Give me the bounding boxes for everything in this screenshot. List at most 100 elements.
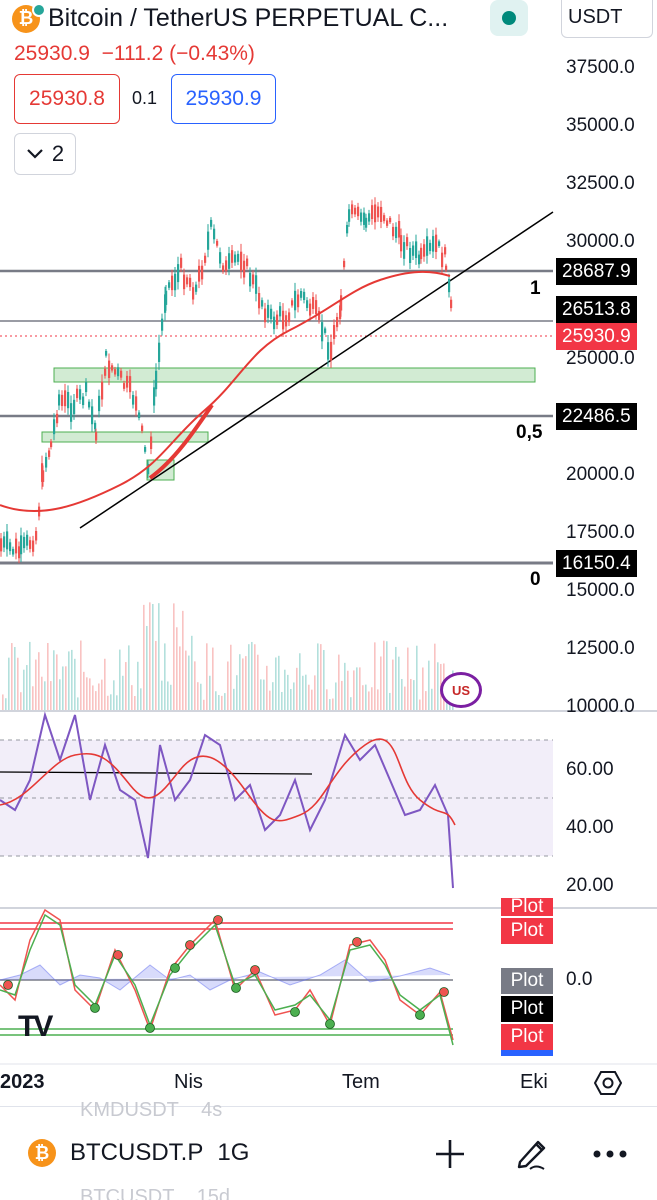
volume-bar bbox=[308, 684, 310, 710]
moving-average-line bbox=[0, 270, 451, 513]
candle-body bbox=[249, 272, 252, 287]
volume-bar bbox=[98, 683, 100, 710]
candle-body bbox=[70, 403, 73, 422]
volume-bar bbox=[218, 695, 220, 710]
more-button[interactable] bbox=[590, 1134, 630, 1174]
candle-body bbox=[228, 253, 231, 269]
current-timeframe[interactable]: 1G bbox=[217, 1139, 250, 1166]
volume-bar bbox=[89, 678, 91, 710]
add-button[interactable] bbox=[430, 1134, 470, 1174]
candle-body bbox=[210, 219, 213, 227]
candle-body bbox=[448, 279, 451, 293]
volume-bar bbox=[428, 660, 430, 710]
volume-bar bbox=[227, 661, 229, 710]
candle-body bbox=[129, 376, 132, 393]
bitcoin-icon: ₿ bbox=[28, 1139, 56, 1167]
candle-body bbox=[380, 206, 383, 223]
candle-body bbox=[0, 538, 3, 552]
moving-average-highlight bbox=[148, 403, 214, 480]
candle-body bbox=[406, 237, 409, 247]
candle-body bbox=[79, 389, 82, 400]
cross-marker bbox=[325, 1019, 335, 1029]
candle-body bbox=[279, 306, 282, 317]
drawing-tools-button[interactable] bbox=[512, 1134, 552, 1174]
plot-tag: Plot bbox=[501, 996, 553, 1022]
candle-body bbox=[147, 463, 150, 475]
candle-body bbox=[324, 328, 327, 333]
candle-body bbox=[222, 265, 225, 272]
candle-body bbox=[186, 277, 189, 285]
chart-settings-icon[interactable] bbox=[594, 1069, 622, 1097]
candle-body bbox=[360, 212, 363, 222]
candle-body bbox=[418, 254, 421, 265]
rsi-trend-line bbox=[0, 771, 313, 775]
volume-bar bbox=[380, 656, 382, 710]
indicators-toggle-button[interactable]: 2 bbox=[14, 133, 76, 175]
candle-body bbox=[42, 470, 45, 482]
volume-bar bbox=[317, 643, 319, 710]
candle-body bbox=[104, 368, 107, 376]
symbol-picker[interactable]: ₿ BTCUSDT.P 1G bbox=[28, 1139, 249, 1167]
volume-bar bbox=[50, 681, 52, 710]
volume-bar bbox=[68, 651, 70, 710]
candle-body bbox=[348, 209, 351, 222]
candle-body bbox=[132, 395, 135, 405]
candle-body bbox=[435, 234, 438, 253]
volume-bar bbox=[71, 649, 73, 710]
volume-bar bbox=[335, 682, 337, 710]
oscillator-histogram bbox=[0, 959, 451, 991]
volume-bar bbox=[215, 691, 217, 710]
candle-body bbox=[291, 300, 294, 306]
volume-bar bbox=[248, 644, 250, 710]
currency-selector[interactable]: USDT bbox=[561, 0, 653, 38]
candle-body bbox=[213, 228, 216, 240]
volume-bar bbox=[356, 667, 358, 710]
volume-bar bbox=[191, 635, 193, 710]
buy-button[interactable]: 25930.9 bbox=[171, 74, 276, 124]
price-tick: 37500.0 bbox=[566, 57, 635, 78]
candle-body bbox=[219, 252, 222, 264]
symbol-title[interactable]: ₿ Bitcoin / TetherUS PERPETUAL C... bbox=[12, 2, 448, 33]
candle-body bbox=[111, 365, 114, 371]
candle-body bbox=[354, 207, 357, 215]
candle-body bbox=[105, 350, 108, 356]
candle-body bbox=[180, 257, 183, 268]
candle-body bbox=[126, 375, 129, 388]
candle-body bbox=[315, 300, 318, 315]
candle-body bbox=[3, 536, 6, 548]
volume-bar bbox=[422, 667, 424, 710]
volume-bar bbox=[353, 670, 355, 710]
volume-bar bbox=[146, 625, 148, 710]
volume-bar bbox=[20, 692, 22, 710]
sell-button[interactable]: 25930.8 bbox=[14, 74, 120, 124]
volume-bar bbox=[95, 691, 97, 710]
candle-body bbox=[95, 432, 98, 441]
candle-body bbox=[363, 212, 366, 225]
candle-body bbox=[340, 295, 343, 311]
candle-body bbox=[438, 241, 441, 246]
candle-body bbox=[270, 308, 273, 320]
volume-bar bbox=[314, 675, 316, 710]
level-price-tag: 22486.5 bbox=[556, 403, 637, 430]
candle-body bbox=[234, 254, 237, 263]
volume-bar bbox=[419, 699, 421, 710]
market-status-icon[interactable] bbox=[490, 0, 528, 36]
volume-bar bbox=[245, 656, 247, 710]
candle-body bbox=[171, 275, 174, 291]
candle-body bbox=[306, 300, 309, 308]
volume-bar bbox=[413, 680, 415, 710]
volume-bar bbox=[59, 679, 61, 710]
cross-marker bbox=[439, 987, 449, 997]
candle-body bbox=[6, 531, 9, 550]
candle-body bbox=[312, 297, 315, 309]
volume-bar bbox=[326, 689, 328, 710]
cross-marker bbox=[250, 965, 260, 975]
volume-bar bbox=[86, 677, 88, 710]
us-flag-event-icon[interactable]: US bbox=[440, 672, 482, 708]
volume-bar bbox=[242, 658, 244, 710]
cross-marker bbox=[213, 915, 223, 925]
candle-body bbox=[300, 290, 303, 298]
volume-bar bbox=[266, 665, 268, 710]
volume-bar bbox=[125, 662, 127, 710]
